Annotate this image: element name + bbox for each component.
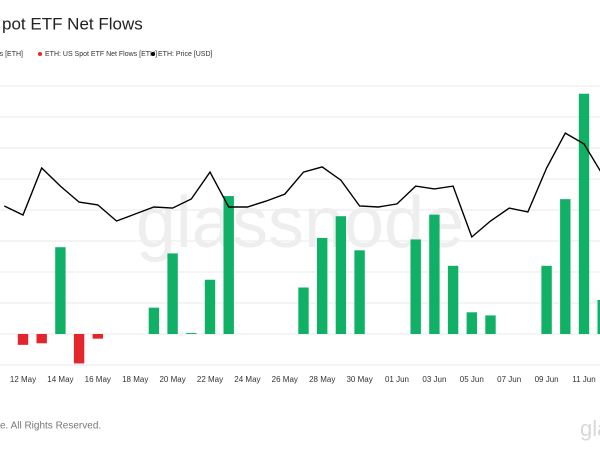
bar [335, 216, 347, 334]
legend-swatch [38, 52, 42, 56]
x-tick-label: 16 May [85, 375, 111, 384]
legend-label: ETH: Price [USD] [158, 51, 213, 58]
x-tick-label: 18 May [122, 375, 148, 384]
bar [186, 333, 197, 334]
x-tick-label: 20 May [159, 375, 185, 384]
x-tick-label: 11 Jun [572, 375, 595, 384]
bar [223, 196, 234, 334]
x-tick-label: 24 May [234, 375, 260, 384]
bar [447, 265, 459, 334]
x-tick-label: 09 Jun [535, 375, 559, 384]
bar [298, 287, 309, 334]
x-tick-label: 05 Jun [460, 375, 484, 384]
bar [354, 250, 365, 334]
bar [148, 307, 160, 334]
bar [466, 312, 477, 334]
x-tick-label: 26 May [272, 375, 298, 384]
legend-label: ETH: US Spot ETF Net Flows [ETH] [45, 51, 157, 58]
bar [597, 299, 600, 334]
chart-title: pot ETF Net Flows [2, 14, 143, 33]
x-tick-label: 12 May [10, 375, 36, 384]
bar [55, 247, 66, 334]
x-tick-label: 03 Jun [422, 375, 446, 384]
bar [92, 334, 103, 339]
bar [485, 315, 496, 334]
x-tick-label: 07 Jun [497, 375, 521, 384]
x-tick-label: 01 Jun [385, 375, 409, 384]
copyright: e. All Rights Reserved. [0, 421, 101, 432]
bar [541, 265, 552, 334]
watermark: glassnode [136, 183, 464, 263]
x-tick-label: 22 May [197, 375, 223, 384]
bar [560, 199, 571, 334]
bar [429, 214, 440, 334]
bar [317, 237, 328, 334]
bar [578, 93, 590, 334]
bar [167, 253, 178, 334]
bar [204, 279, 216, 334]
bar [17, 334, 29, 345]
legend-item: ETH: Price [USD] [151, 51, 213, 58]
bar [73, 334, 85, 364]
bar [36, 334, 47, 344]
x-tick-label: 28 May [309, 375, 335, 384]
price-line [3, 132, 600, 239]
bar [410, 239, 421, 334]
legend-item: ETH: US Spot ETF Net Flows [ETH] [38, 51, 157, 58]
legend-item: ows [ETH] [0, 51, 23, 58]
x-tick-label: 30 May [346, 375, 372, 384]
x-tick-label: 14 May [47, 375, 73, 384]
legend-label: ows [ETH] [0, 51, 23, 58]
legend-swatch [151, 52, 155, 56]
logo: glass [580, 416, 600, 441]
